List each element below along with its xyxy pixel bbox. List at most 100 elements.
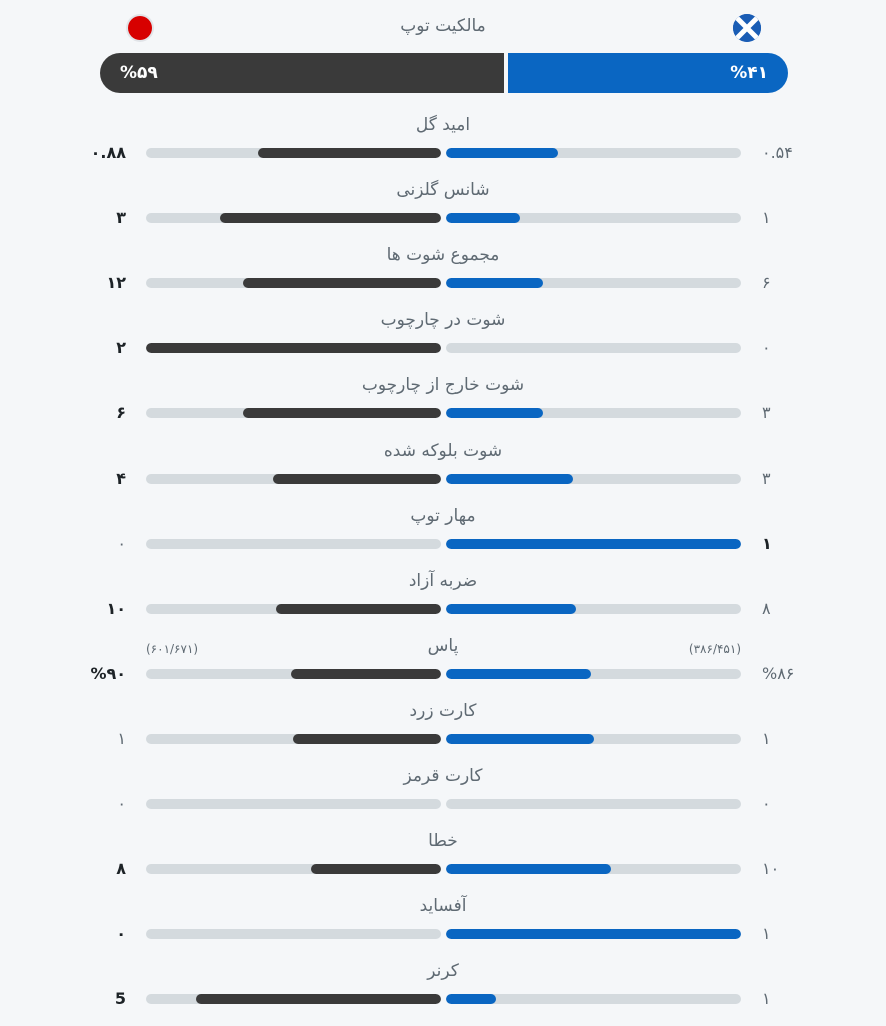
home-stat-fill [258, 148, 441, 158]
home-stat-value: ۱۰ [106, 599, 126, 618]
stat-row-passes: پاس (۶۰۱/۶۷۱) (۳۸۶/۴۵۱) %۹۰ %۸۶ [0, 636, 886, 701]
away-stat-track [446, 408, 741, 418]
stat-row-free-kicks: ضربه آزاد ۱۰ ۸ [0, 571, 886, 636]
possession-title: مالکیت توپ [400, 16, 486, 36]
away-stat-value: ۱ [762, 208, 771, 227]
home-stat-fill [293, 734, 441, 744]
home-stat-fill [273, 474, 441, 484]
stat-row-total-shots: مجموع شوت ها ۱۲ ۶ [0, 245, 886, 310]
away-stat-track [446, 604, 741, 614]
stat-label: مجموع شوت ها [386, 245, 500, 265]
home-stat-track [146, 213, 441, 223]
away-stat-value: ۳ [762, 469, 771, 488]
stat-label: شوت خارج از چارچوب [361, 375, 525, 395]
home-stat-track [146, 474, 441, 484]
away-stat-value: ۶ [762, 273, 771, 292]
stat-row-shots-off-target: شوت خارج از چارچوب ۶ ۳ [0, 375, 886, 440]
stat-label: خطا [428, 831, 458, 851]
home-stat-track [146, 278, 441, 288]
stat-label: شوت در چارچوب [380, 310, 506, 330]
away-stat-track [446, 474, 741, 484]
home-stat-fill [311, 864, 441, 874]
home-stat-track [146, 343, 441, 353]
home-stat-value: ۳ [116, 208, 126, 227]
stat-row-fouls: خطا ۸ ۱۰ [0, 831, 886, 896]
home-stat-track [146, 799, 441, 809]
home-stat-fill [243, 408, 441, 418]
home-stat-fill [220, 213, 441, 223]
stat-row-shots-on-target: شوت در چارچوب ۲ ۰ [0, 310, 886, 375]
away-stat-track [446, 799, 741, 809]
stat-label: شانس گلزنی [396, 180, 490, 200]
away-pass-detail: (۳۸۶/۴۵۱) [688, 642, 741, 656]
away-stat-fill [446, 929, 741, 939]
away-stat-track [446, 864, 741, 874]
away-stat-fill [446, 734, 594, 744]
stat-label: پاس [427, 636, 459, 656]
away-stat-fill [446, 994, 496, 1004]
home-stat-value: ۱۲ [106, 273, 126, 292]
possession-bar: %۵۹ %۴۱ [100, 53, 788, 93]
stat-label: آفساید [419, 896, 467, 916]
home-stat-fill [196, 994, 441, 1004]
stat-label: امید گل [415, 115, 471, 135]
away-stat-track [446, 734, 741, 744]
away-possession-value: %۴۱ [730, 63, 768, 83]
stat-label: کارت زرد [409, 701, 477, 721]
away-stat-value: ۱۰ [762, 859, 780, 878]
stat-label: کارت قرمز [403, 766, 483, 786]
scotland-flag-icon [733, 14, 761, 42]
stat-row-corners: کرنر 5 ۱ [0, 961, 886, 1026]
away-stat-fill [446, 213, 520, 223]
home-stat-value: ۶ [116, 403, 126, 422]
home-pass-detail: (۶۰۱/۶۷۱) [146, 642, 199, 656]
home-stat-track [146, 148, 441, 158]
away-stat-fill [446, 864, 611, 874]
home-stat-value: ۰ [116, 924, 126, 943]
away-stat-track [446, 148, 741, 158]
home-stat-value: %۹۰ [90, 664, 126, 683]
stat-label: شوت بلوکه شده [383, 441, 503, 461]
away-stat-value: ۰ [762, 794, 771, 813]
away-stat-track [446, 669, 741, 679]
away-stat-fill [446, 148, 558, 158]
away-stat-value: ۱ [762, 924, 771, 943]
home-possession-value: %۵۹ [120, 63, 158, 83]
home-stat-value: ۲ [116, 338, 126, 357]
away-stat-value: ۰ [762, 338, 771, 357]
stat-row-red-cards: کارت قرمز ۰ ۰ [0, 766, 886, 831]
stat-row-offsides: آفساید ۰ ۱ [0, 896, 886, 961]
away-stat-fill [446, 539, 741, 549]
away-stat-fill [446, 278, 543, 288]
home-stat-track [146, 929, 441, 939]
away-stat-value: ۳ [762, 403, 771, 422]
away-stat-fill [446, 669, 591, 679]
home-stat-track [146, 994, 441, 1004]
stat-row-yellow-cards: کارت زرد ۱ ۱ [0, 701, 886, 766]
home-stat-track [146, 539, 441, 549]
away-stat-track [446, 539, 741, 549]
stat-label: مهار توپ [410, 506, 476, 526]
away-stat-track [446, 343, 741, 353]
away-stat-fill [446, 474, 573, 484]
red-circle-flag-icon [126, 14, 154, 42]
away-stat-value: ۱ [762, 534, 772, 553]
away-stat-track [446, 994, 741, 1004]
away-stat-value: ۱ [762, 729, 771, 748]
stat-label: ضربه آزاد [408, 571, 478, 591]
home-stat-value: ۰ [117, 534, 126, 553]
away-possession-segment: %۴۱ [508, 53, 788, 93]
home-stat-value: 5 [114, 989, 126, 1008]
stat-row-big-chances: شانس گلزنی ۳ ۱ [0, 180, 886, 245]
away-stat-track [446, 213, 741, 223]
home-stat-value: ۴ [116, 469, 126, 488]
home-stat-fill [243, 278, 441, 288]
home-stat-value: ۸ [116, 859, 126, 878]
away-stat-value: ۸ [762, 599, 771, 618]
home-stat-track [146, 734, 441, 744]
away-stat-value: %۸۶ [762, 664, 795, 683]
away-stat-fill [446, 604, 576, 614]
home-stat-track [146, 604, 441, 614]
home-stat-track [146, 669, 441, 679]
away-stat-track [446, 278, 741, 288]
